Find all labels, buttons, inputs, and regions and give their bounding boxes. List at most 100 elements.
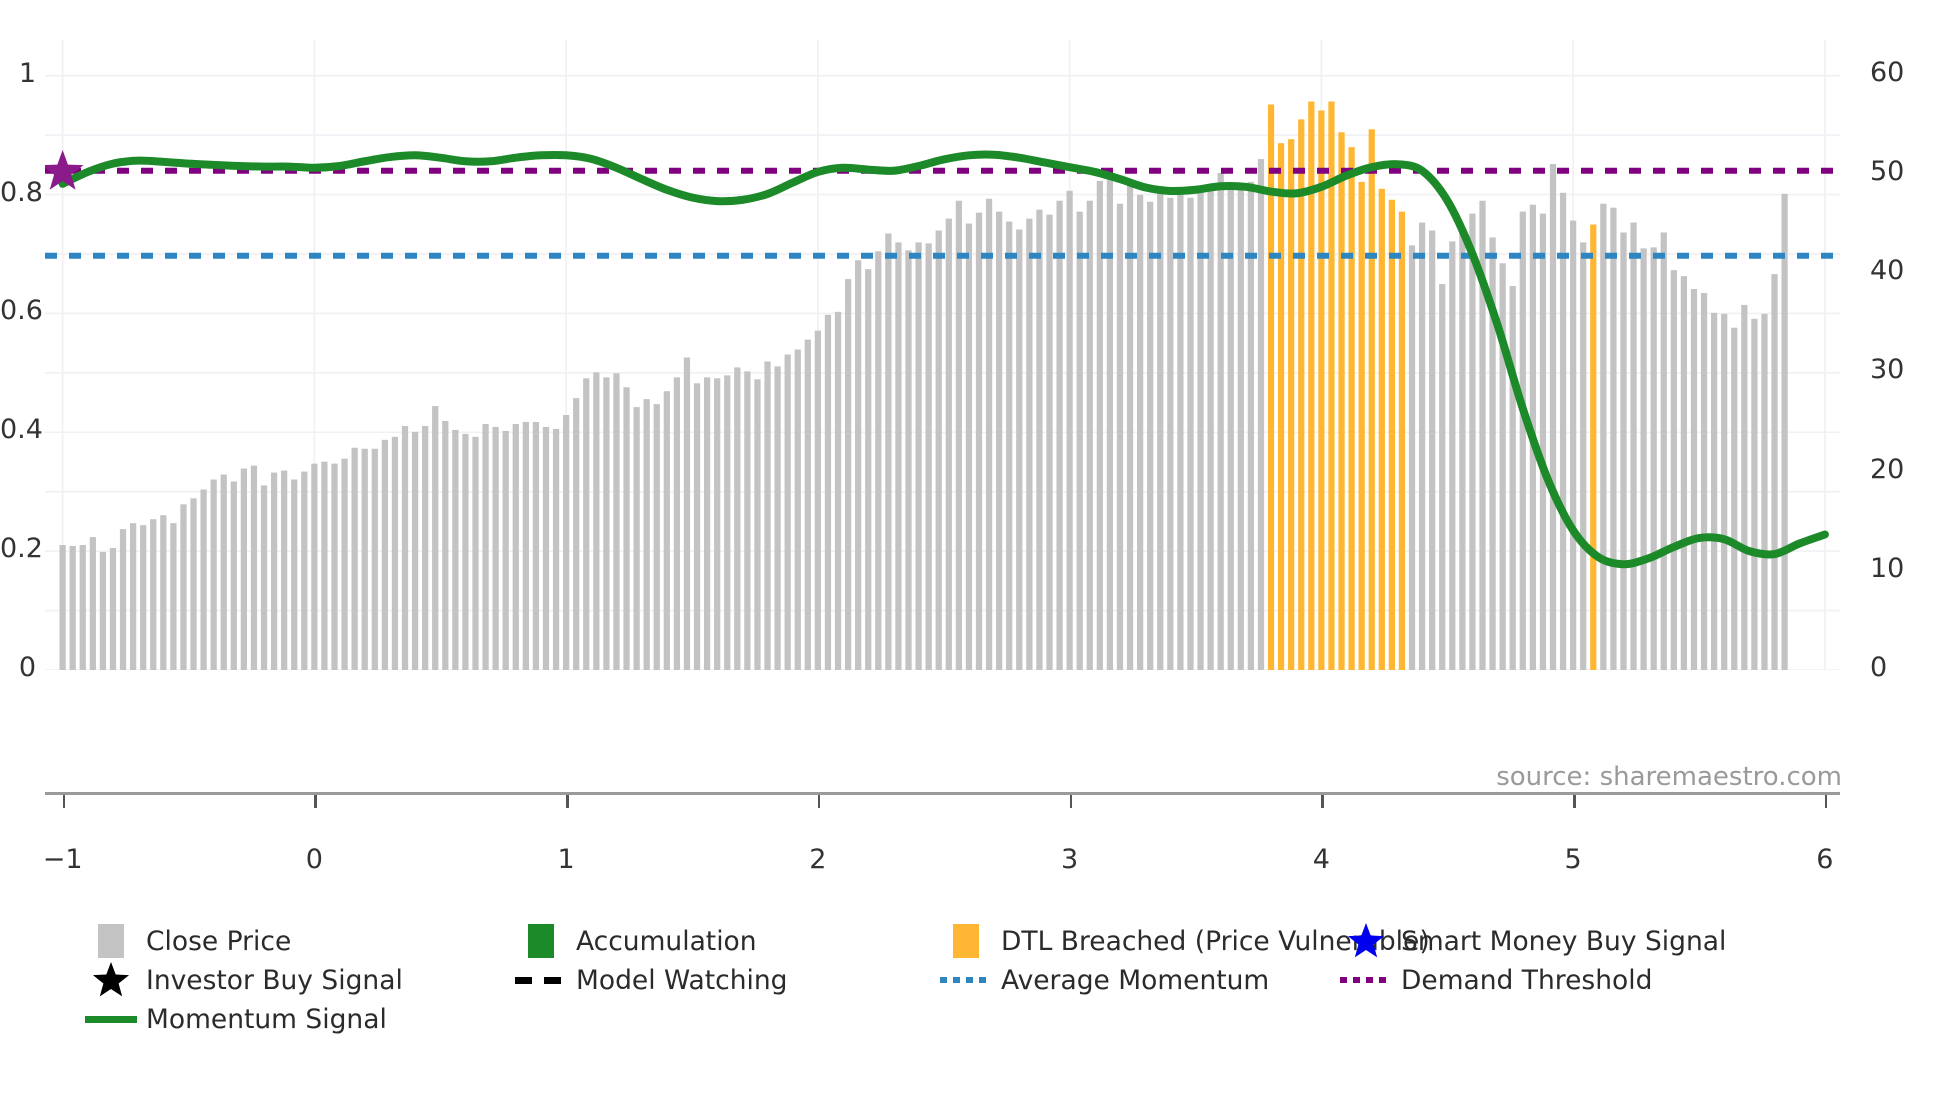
legend-momentum-signal[interactable]: Momentum Signal xyxy=(80,1000,387,1038)
bar-close-price xyxy=(1731,327,1738,670)
bar-close-price xyxy=(613,373,620,670)
bar-close-price xyxy=(1016,229,1023,670)
bar-close-price xyxy=(361,448,368,670)
bar-close-price xyxy=(703,377,711,670)
bar-close-price xyxy=(915,242,922,670)
x-axis-tick-mark xyxy=(1069,795,1073,808)
bar-dtl-breached xyxy=(1318,110,1325,670)
bar-close-price xyxy=(744,371,751,670)
bar-close-price xyxy=(281,470,288,670)
bar-close-price xyxy=(663,391,670,670)
bar-close-price xyxy=(291,479,298,670)
legend-accumulation[interactable]: Accumulation xyxy=(510,922,757,960)
bar-close-price xyxy=(643,399,650,670)
y-axis-tick-left: 0 xyxy=(18,652,36,683)
bar-close-price xyxy=(1620,232,1627,670)
bar-close-price xyxy=(1711,312,1718,670)
legend-swatch-rect-icon xyxy=(98,924,124,958)
legend-close-price[interactable]: Close Price xyxy=(80,922,291,960)
bar-close-price xyxy=(59,544,66,670)
legend-momentum-signal-label: Momentum Signal xyxy=(146,1003,387,1035)
source-note: source: sharemaestro.com xyxy=(1496,762,1842,792)
bar-close-price xyxy=(1580,242,1587,670)
bar-close-price xyxy=(1227,183,1234,670)
x-axis-tick-mark xyxy=(566,795,569,808)
bar-close-price xyxy=(824,314,832,670)
x-axis-tick-mark xyxy=(1321,795,1324,808)
y-axis-tick-left: 0.4 xyxy=(0,414,43,446)
legend-smart-money-buy-signal[interactable]: Smart Money Buy Signal xyxy=(1335,922,1726,960)
bar-close-price xyxy=(452,429,459,670)
bar-close-price xyxy=(140,525,147,670)
bar-close-price xyxy=(129,523,137,670)
legend-close-price-label: Close Price xyxy=(146,925,292,957)
bar-close-price xyxy=(1539,213,1547,670)
legend-demand-threshold[interactable]: Demand Threshold xyxy=(1335,961,1652,999)
bar-close-price xyxy=(150,519,157,670)
legend-average-momentum[interactable]: Average Momentum xyxy=(935,961,1269,999)
bar-close-price xyxy=(1207,183,1214,670)
bar-close-price xyxy=(220,474,227,670)
bar-close-price xyxy=(1559,192,1567,670)
bar-close-price xyxy=(1126,184,1134,670)
bar-close-price xyxy=(472,436,479,670)
bar-close-price xyxy=(1257,159,1265,670)
legend-dotted-swatch xyxy=(1335,961,1397,999)
legend-dashed-icon xyxy=(515,976,567,984)
bar-close-price xyxy=(542,426,550,670)
bar-close-price xyxy=(1187,197,1194,670)
bar-close-price xyxy=(240,468,247,670)
bar-dtl-breached xyxy=(1277,143,1285,670)
bar-close-price xyxy=(482,423,489,670)
legend-swatch-rect-icon xyxy=(528,924,554,958)
bar-close-price xyxy=(1116,203,1124,670)
bar-close-price xyxy=(1741,304,1748,670)
bar-close-price xyxy=(945,218,952,670)
bar-close-price xyxy=(1570,220,1577,670)
legend-star-swatch xyxy=(80,961,142,999)
x-axis-tick-mark xyxy=(62,795,66,808)
legend-row: Momentum Signal xyxy=(80,1000,1930,1038)
bar-close-price xyxy=(1086,200,1093,670)
bar-close-price xyxy=(623,387,630,670)
legend-dashed-swatch xyxy=(510,961,572,999)
legend-line-icon xyxy=(85,1015,137,1023)
bar-close-price xyxy=(955,200,962,670)
bar-close-price xyxy=(180,504,187,670)
bar-close-price xyxy=(1700,292,1708,670)
bar-close-price xyxy=(492,426,499,670)
bar-close-price xyxy=(1006,221,1013,670)
bar-close-price xyxy=(190,498,197,670)
bar-close-price xyxy=(1036,209,1043,670)
bar-close-price xyxy=(119,529,127,670)
smart-money-buy-signal-marker xyxy=(45,149,84,190)
bar-dtl-breached xyxy=(1338,132,1345,670)
legend-star-swatch xyxy=(1335,922,1397,960)
bar-close-price xyxy=(683,357,691,670)
legend-dotted-icon xyxy=(1340,977,1392,983)
bar-close-price xyxy=(1429,230,1436,670)
bar-dtl-breached xyxy=(1368,129,1375,670)
bar-close-price xyxy=(693,383,701,670)
bar-close-price xyxy=(834,311,842,670)
legend-investor-buy-signal[interactable]: Investor Buy Signal xyxy=(80,961,403,999)
y-axis-tick-right: 30 xyxy=(1870,354,1905,386)
legend-dotted-icon xyxy=(940,977,992,983)
bar-close-price xyxy=(804,339,811,670)
bar-close-price xyxy=(1439,284,1446,670)
bar-close-price xyxy=(532,421,540,670)
legend-swatch xyxy=(935,922,997,960)
bar-close-price xyxy=(875,251,882,670)
bar-close-price xyxy=(935,230,942,670)
x-axis-tick: 5 xyxy=(1564,844,1582,875)
bar-close-price xyxy=(583,378,590,670)
y-axis-tick-left: 0.8 xyxy=(0,176,43,208)
x-axis-line xyxy=(45,792,1840,795)
x-axis-tick: −1 xyxy=(42,844,83,875)
bar-close-price xyxy=(905,250,912,670)
plot-area xyxy=(45,40,1840,670)
legend-model-watching[interactable]: Model Watching xyxy=(510,961,787,999)
bar-close-price xyxy=(99,551,107,670)
bar-close-price xyxy=(754,379,761,670)
